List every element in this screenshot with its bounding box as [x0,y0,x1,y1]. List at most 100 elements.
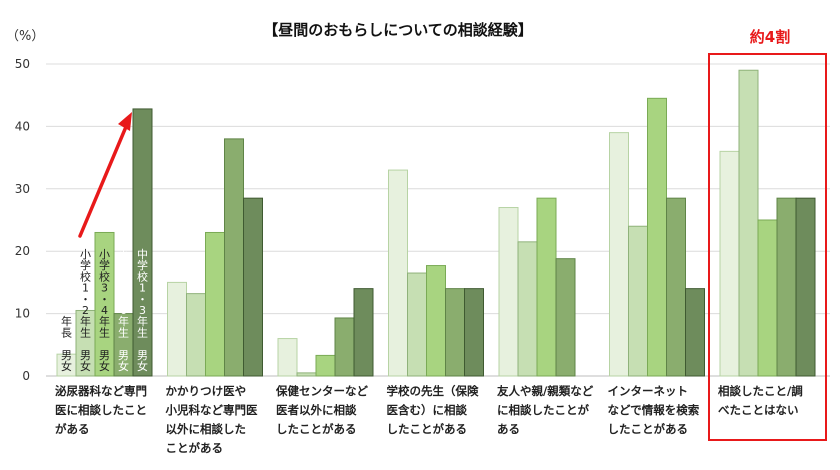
bar [738,69,759,377]
bar-labels: 年長男女小学校1・2年生男女小学校3・4年生男女小学校5・6年生男女中学校1・3… [61,248,148,373]
bar-label-char: 校 [99,269,110,283]
y-axis-unit: （%） [6,29,44,44]
red-arrow [78,120,130,238]
category-label: したことがある [276,422,357,436]
bar-label-char: 4 [101,304,108,317]
category-label: がある [55,422,90,436]
bar [464,288,484,377]
bar [517,241,538,377]
category-label: 友人や親/親類など [497,384,594,398]
bar-label-char: 女 [61,359,72,373]
bar-label-char: 男 [80,349,91,362]
bar [224,138,244,377]
bar [609,132,629,377]
bar [277,338,298,377]
category-label: 以外に相談した [166,422,247,436]
bar [167,281,187,377]
bar-label-char: 年 [99,314,110,328]
category-label: などで情報を検索 [608,403,700,417]
bar-label-char: 女 [118,359,129,373]
callout-text: 約4割 [750,28,790,46]
category-label: 泌尿器科など専門 [55,384,147,398]
bar [445,288,465,377]
bar-label-char: 生 [137,325,148,339]
bar [94,231,115,377]
bar-label-char: 男 [137,349,148,362]
bar [334,317,355,377]
bars [56,69,816,377]
bar-label-char: 男 [61,349,72,362]
chart-title: 【昼間のおもらしについての相談経験】 [263,21,533,39]
category-label: 保健センターなど [275,384,368,398]
y-tick-label: 40 [15,119,30,133]
category-label: ことがある [166,441,224,455]
bar-label-char: 女 [137,359,148,373]
bar-label-char: 1 [82,282,89,295]
bar [628,225,648,377]
bar [776,197,797,377]
bar-label-char: 長 [61,326,72,339]
bar-label-char: 3 [139,304,146,317]
bar-label-char: 学 [80,258,91,272]
bar-label-char: 小 [80,248,91,261]
category-label: したことがある [608,422,689,436]
red-arrow-head [118,112,132,131]
bar-label-char: 5 [120,282,127,295]
bar-label-char: 2 [82,304,89,317]
y-tick-label: 10 [15,307,30,321]
highlight-box [708,53,827,441]
bar-label-char: 生 [99,325,110,339]
bar [666,197,686,377]
y-tick-labels: 0 10 20 30 40 50 [15,57,30,383]
bar [315,354,336,377]
bar-label-char: 男 [99,349,110,362]
category-label: 相談したこと/調 [718,384,803,398]
bar-label-char: 校 [137,269,148,283]
y-tick-label: 0 [22,369,30,383]
category-label: したことがある [387,422,468,436]
bar-label-char: ・ [137,293,148,306]
bar [536,197,557,377]
bar-label-char: 男 [118,349,129,362]
category-label: 小児科など専門医 [165,403,258,417]
bar-label-char: 年 [61,314,72,328]
bar-label-char: ・ [118,293,129,306]
bar-label-char: 学 [99,258,110,272]
category-label: 医者以外に相談 [276,403,357,417]
bar-label-char: 3 [101,282,108,295]
y-tick-label: 50 [15,57,30,71]
bar [243,197,263,377]
bar-label-char: 年 [137,314,148,328]
category-label: に相談したことが [497,403,589,417]
bar-label-char: 年 [80,314,91,328]
bar [296,372,317,377]
bar [647,97,667,377]
bar-label-char: 校 [80,269,91,283]
y-tick-label: 20 [15,244,30,258]
bar [205,231,225,377]
category-label: かかりつけ医や [166,384,247,398]
bar-label-char: ・ [80,293,91,306]
category-label: インターネット [608,384,689,398]
bar [555,258,576,377]
bar [719,150,740,377]
bar [795,197,816,377]
bar [426,265,446,377]
bar-label-char: 小 [99,248,110,261]
bar-label-char: 1 [139,282,146,295]
bar-label-char: 生 [118,325,129,339]
bar-label-char: 6 [120,304,127,317]
category-label: 医含む）に相談 [387,403,468,417]
bar [407,272,427,377]
bar [186,293,206,377]
bar-label-char: 生 [80,325,91,339]
bar-label-char: 中 [137,248,148,261]
bar-label-char: 校 [118,269,129,283]
bar [388,169,408,377]
bar-label-char: 学 [118,258,129,272]
bar [757,219,778,377]
category-label: べたことはない [718,403,799,417]
bar [498,207,519,377]
